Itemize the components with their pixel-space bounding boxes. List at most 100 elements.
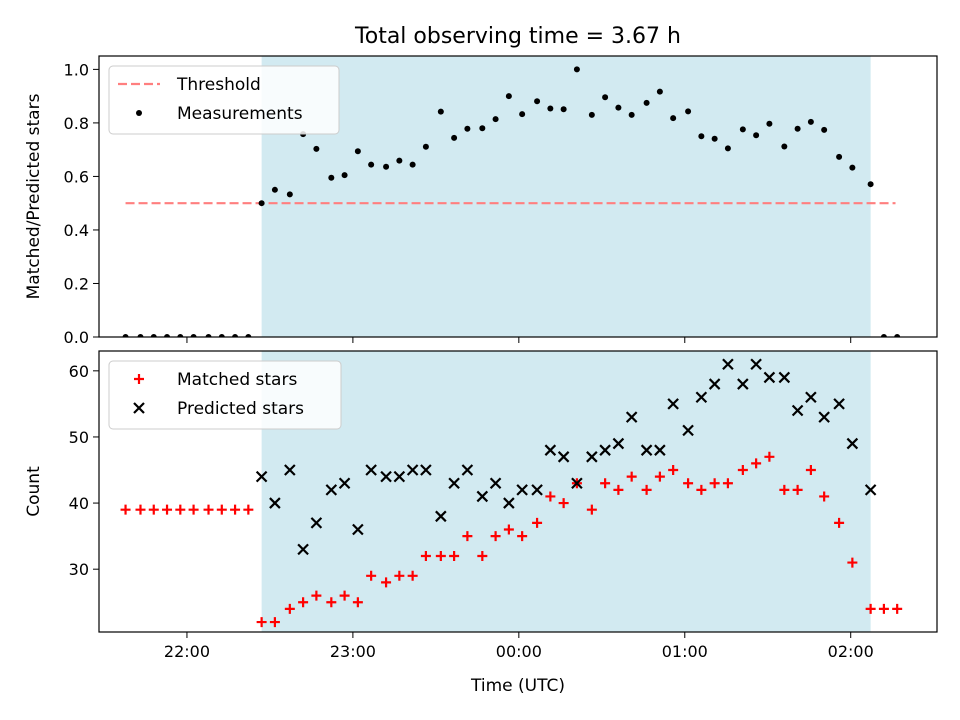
data-point	[751, 458, 762, 469]
x-tick-label: 00:00	[496, 642, 542, 661]
data-point	[435, 550, 446, 561]
data-point	[505, 93, 512, 100]
x-tick-label: 23:00	[330, 642, 376, 661]
data-point	[640, 444, 653, 456]
data-point	[865, 603, 876, 614]
legend-box	[108, 65, 340, 135]
data-point	[216, 504, 227, 515]
data-point	[325, 484, 338, 496]
data-point	[407, 570, 418, 581]
data-point	[313, 145, 320, 152]
x-tick-label: 22:00	[164, 642, 210, 661]
data-point	[588, 111, 595, 118]
data-point	[586, 451, 598, 463]
data-point	[779, 484, 790, 495]
x-axis-label: Time (UTC)	[470, 676, 565, 696]
legend: Threshold Measurements	[108, 65, 340, 135]
data-point	[711, 135, 718, 142]
data-point	[135, 504, 146, 515]
data-point	[867, 181, 874, 188]
x-tick-label: 01:00	[662, 642, 708, 661]
data-point	[162, 504, 173, 515]
data-point	[685, 108, 692, 115]
data-point	[656, 88, 663, 95]
data-point	[558, 498, 569, 509]
axes-frame	[98, 55, 938, 338]
data-point	[230, 504, 241, 515]
data-point	[766, 120, 773, 127]
data-point	[269, 497, 281, 509]
data-point	[380, 470, 392, 483]
legend-label: Threshold	[176, 75, 261, 95]
data-point	[462, 531, 473, 542]
data-point	[517, 531, 528, 542]
legend-label: Matched stars	[177, 370, 297, 390]
legend-label: Predicted stars	[177, 399, 304, 419]
data-point	[203, 504, 214, 515]
data-point	[753, 132, 760, 139]
data-point	[641, 484, 652, 495]
data-point	[892, 603, 903, 614]
y-tick-label: 0.0	[64, 328, 89, 347]
y-tick-label: 0.6	[64, 167, 89, 186]
data-point	[670, 115, 677, 122]
data-point	[724, 145, 731, 152]
data-point	[792, 484, 803, 495]
data-point	[479, 125, 486, 132]
data-point	[805, 391, 817, 404]
data-point	[420, 550, 431, 561]
data-point	[464, 125, 471, 132]
data-point	[764, 451, 775, 462]
data-point	[490, 531, 501, 542]
legend: Matched stars Predicted stars	[108, 360, 342, 430]
data-point	[560, 106, 567, 113]
chart-title: Total observing time = 3.67 h	[354, 24, 681, 49]
data-point	[695, 391, 708, 404]
observing-window-band	[261, 56, 871, 337]
data-point	[311, 590, 322, 601]
legend-swatch	[136, 110, 142, 116]
plot-area	[120, 358, 903, 628]
data-point	[571, 477, 583, 490]
data-point	[847, 557, 858, 568]
data-point	[654, 471, 665, 482]
ratio-panel: 0.0 0.2 0.4 0.6 0.8 1.0 Matched/Predicted star…	[24, 55, 938, 347]
data-point	[271, 186, 278, 193]
data-point	[600, 478, 611, 489]
y-tick-label: 0.8	[64, 114, 89, 133]
data-point	[819, 491, 830, 502]
data-point	[341, 172, 348, 179]
data-point	[245, 334, 252, 337]
data-point	[833, 398, 845, 410]
data-point	[461, 464, 474, 476]
count-panel: 30 40 50 60 22:00 23:00 00:00 01:00 02:00 Count Ma…	[24, 350, 938, 661]
data-point	[516, 484, 528, 496]
legend-swatch	[133, 402, 145, 414]
data-point	[365, 464, 377, 476]
data-point	[232, 334, 239, 337]
data-point	[503, 524, 514, 535]
observing-window-band	[261, 351, 871, 632]
data-point	[451, 134, 458, 141]
data-point	[338, 477, 351, 490]
data-point	[137, 334, 144, 337]
data-point	[818, 411, 830, 423]
x-tick-label: 02:00	[828, 642, 874, 661]
data-point	[310, 517, 323, 529]
data-point	[778, 371, 791, 384]
data-point	[807, 118, 814, 125]
data-point	[643, 99, 650, 106]
data-point	[409, 161, 416, 168]
data-point	[722, 358, 734, 371]
data-point	[218, 334, 225, 337]
data-point	[326, 597, 337, 608]
data-point	[354, 148, 361, 155]
data-point	[654, 444, 666, 456]
data-point	[286, 191, 293, 198]
data-point	[739, 126, 746, 133]
data-point	[489, 477, 502, 490]
data-point	[878, 603, 889, 614]
data-point	[205, 334, 212, 337]
data-point	[477, 550, 488, 561]
